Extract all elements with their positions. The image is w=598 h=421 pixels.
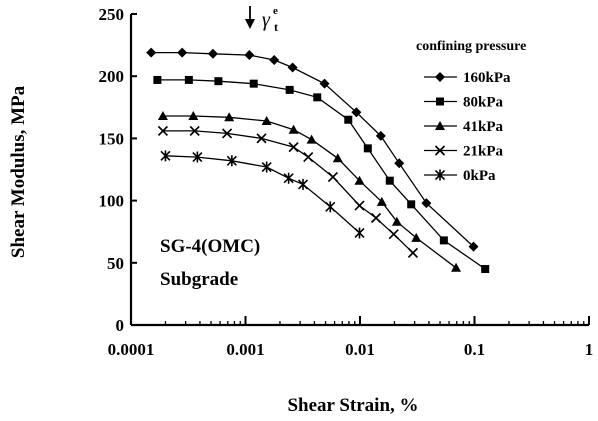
data-point-marker bbox=[189, 125, 200, 137]
data-point-marker bbox=[332, 153, 343, 163]
data-point-marker bbox=[261, 161, 272, 173]
data-point-marker bbox=[376, 196, 387, 206]
data-point-marker bbox=[269, 55, 280, 66]
data-point-marker bbox=[297, 178, 309, 190]
gamma-subscript: t bbox=[274, 20, 278, 34]
data-point-marker bbox=[407, 247, 419, 258]
data-point-marker bbox=[157, 111, 168, 121]
data-point-marker bbox=[188, 111, 199, 121]
data-point-marker bbox=[434, 145, 446, 156]
data-point-marker bbox=[327, 171, 339, 183]
legend-label: 41kPa bbox=[463, 119, 504, 135]
chart-axes: 0 50 100 150 200 250 0.0001 0.001 0.01 0.1 1 bbox=[99, 5, 594, 359]
data-point-marker bbox=[157, 125, 169, 137]
data-point-marker bbox=[261, 115, 272, 125]
data-point-marker bbox=[421, 198, 432, 209]
data-point-marker bbox=[283, 172, 294, 184]
annotation-sample-name: SG-4(OMC) bbox=[160, 236, 260, 257]
data-point-marker bbox=[224, 112, 235, 122]
data-point-marker bbox=[287, 62, 298, 73]
gamma-superscript: e bbox=[273, 5, 278, 17]
data-point-marker bbox=[306, 134, 317, 144]
data-point-marker bbox=[439, 236, 448, 245]
data-point-marker bbox=[288, 124, 299, 134]
data-point-marker bbox=[285, 85, 294, 94]
data-point-marker bbox=[288, 142, 299, 153]
data-point-marker bbox=[375, 130, 386, 141]
data-point-marker bbox=[351, 107, 362, 118]
threshold-strain-annotation: γ e t bbox=[245, 5, 278, 34]
x-tick-label: 0.001 bbox=[226, 340, 264, 359]
data-point-marker bbox=[370, 212, 382, 224]
x-tick-label: 0.1 bbox=[464, 340, 485, 359]
data-point-marker bbox=[394, 158, 405, 169]
x-axis-title: Shear Strain, % bbox=[287, 395, 418, 416]
y-tick-label: 0 bbox=[116, 316, 125, 335]
data-point-marker bbox=[435, 121, 445, 130]
y-tick-label: 50 bbox=[107, 254, 124, 273]
legend-title: confining pressure bbox=[416, 39, 526, 54]
data-point-marker bbox=[184, 75, 193, 84]
data-point-marker bbox=[226, 155, 237, 167]
data-point-marker bbox=[354, 175, 365, 185]
series-line-160kPa bbox=[151, 51, 474, 248]
series-markers bbox=[146, 47, 490, 274]
series-line-21kPa bbox=[162, 130, 414, 254]
data-point-marker bbox=[354, 200, 365, 211]
data-point-marker bbox=[344, 115, 353, 124]
y-tick-label: 200 bbox=[99, 67, 125, 86]
data-point-marker bbox=[354, 227, 365, 239]
threshold-arrow-head bbox=[245, 19, 255, 29]
data-point-marker bbox=[481, 265, 490, 274]
data-point-marker bbox=[303, 151, 314, 163]
legend-label: 80kPa bbox=[463, 95, 504, 111]
data-point-marker bbox=[385, 176, 394, 185]
data-point-marker bbox=[146, 47, 157, 58]
annotation-material: Subgrade bbox=[160, 269, 238, 290]
data-point-marker bbox=[319, 78, 330, 89]
data-point-marker bbox=[451, 262, 462, 272]
data-point-marker bbox=[177, 47, 188, 58]
y-axis-title: Shear Modulus, MPa bbox=[8, 85, 29, 258]
y-tick-label: 150 bbox=[99, 129, 125, 148]
legend: confining pressure 160kPa 80kPa 41kPa 21kPa 0… bbox=[416, 39, 526, 184]
data-point-marker bbox=[192, 151, 203, 163]
data-point-marker bbox=[407, 200, 416, 209]
data-point-marker bbox=[221, 128, 233, 139]
y-tick-label: 250 bbox=[99, 5, 125, 24]
gamma-symbol: γ bbox=[262, 9, 271, 31]
data-point-marker bbox=[160, 150, 171, 162]
legend-label: 0kPa bbox=[463, 168, 496, 184]
y-tick-label: 100 bbox=[99, 192, 125, 211]
data-point-marker bbox=[411, 232, 422, 242]
data-point-marker bbox=[388, 229, 399, 240]
x-tick-label: 0.01 bbox=[345, 340, 375, 359]
data-point-marker bbox=[214, 77, 223, 86]
data-point-marker bbox=[207, 48, 218, 59]
data-point-marker bbox=[434, 169, 446, 181]
data-point-marker bbox=[435, 72, 445, 82]
x-tick-label: 1 bbox=[585, 340, 594, 359]
legend-label: 21kPa bbox=[463, 144, 504, 160]
data-point-marker bbox=[249, 79, 258, 88]
data-point-marker bbox=[363, 144, 372, 153]
x-tick-label: 0.0001 bbox=[108, 340, 155, 359]
data-point-marker bbox=[325, 201, 336, 213]
data-point-marker bbox=[313, 93, 322, 102]
series-line-80kPa bbox=[157, 79, 486, 270]
data-point-marker bbox=[468, 241, 479, 252]
data-point-marker bbox=[244, 50, 255, 61]
data-point-marker bbox=[256, 133, 267, 144]
legend-label: 160kPa bbox=[463, 70, 511, 86]
data-point-marker bbox=[391, 216, 402, 226]
data-point-marker bbox=[436, 97, 444, 106]
series-line-0kPa bbox=[165, 155, 360, 234]
data-point-marker bbox=[153, 75, 162, 84]
